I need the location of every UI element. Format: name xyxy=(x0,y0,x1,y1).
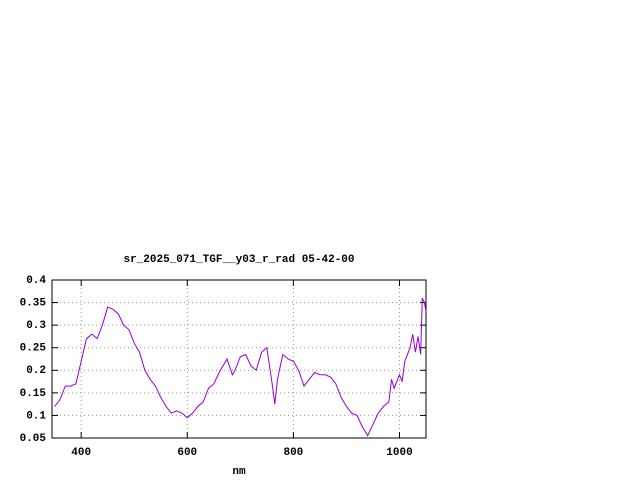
x-axis-label: nm xyxy=(232,466,246,478)
y-tick-label: 0.05 xyxy=(20,433,47,445)
x-tick-label: 1000 xyxy=(386,447,412,459)
data-line xyxy=(54,297,427,437)
y-tick-label: 0.1 xyxy=(26,410,46,422)
x-tick-label: 600 xyxy=(177,447,197,459)
x-tick-label: 400 xyxy=(71,447,91,459)
y-tick-label: 0.2 xyxy=(26,365,46,377)
chart-title: sr_2025_071_TGF__y03_r_rad 05-42-00 xyxy=(123,254,354,266)
y-tick-label: 0.35 xyxy=(20,297,47,309)
y-tick-label: 0.15 xyxy=(20,388,47,400)
y-tick-label: 0.25 xyxy=(20,343,47,355)
y-tick-label: 0.4 xyxy=(26,275,46,287)
plot-border xyxy=(51,279,427,439)
x-tick-label: 800 xyxy=(283,447,303,459)
y-tick-label: 0.3 xyxy=(26,320,46,332)
